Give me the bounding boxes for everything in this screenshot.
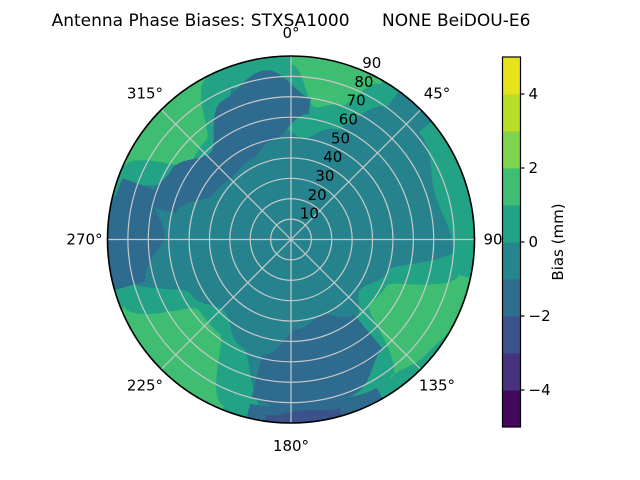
colorbar-band-9 — [502, 57, 521, 95]
colorbar-band-5 — [502, 205, 521, 243]
grid-spoke-315 — [160, 109, 292, 240]
angular-tick-180: 180° — [273, 437, 309, 455]
radial-tick-60: 60 — [339, 111, 358, 129]
contour-region-southeast-green — [368, 275, 473, 379]
contour-region-west-rim-dark — [107, 178, 165, 291]
grid-spoke-135 — [290, 239, 422, 370]
angular-tick-0: 0° — [282, 24, 299, 42]
radial-tick-70: 70 — [347, 92, 366, 110]
grid-spoke-225 — [160, 239, 292, 370]
radial-tick-90: 90 — [362, 54, 381, 72]
contour-region-east-rim-tealgreen — [419, 120, 475, 259]
polar-outline — [106, 55, 476, 424]
angular-tick-labels: 0° 45° 90 135° 180° 225° 270° 315° — [66, 24, 502, 455]
colorbar-tick-label--4: −4 — [529, 381, 551, 399]
angular-tick-270: 270° — [66, 231, 102, 249]
contour-region-south-dark-lobe — [251, 314, 383, 415]
chart-title: Antenna Phase Biases: STXSA1000 NONE Bei… — [52, 11, 531, 31]
angular-tick-135: 135° — [419, 377, 455, 395]
colorbar-band-4 — [502, 242, 521, 280]
polar-grid — [107, 56, 475, 423]
colorbar-band-2 — [502, 316, 521, 354]
colorbar: 4 2 0 −2 −4 — [501, 56, 551, 428]
colorbar-tick-label-2: 2 — [529, 159, 539, 177]
colorbar-band-0 — [502, 390, 521, 428]
colorbar-axis-label: Bias (mm) — [549, 203, 567, 280]
colorbar-band-6 — [502, 168, 521, 206]
colorbar-tick-label-0: 0 — [529, 233, 539, 251]
radial-tick-40: 40 — [323, 148, 342, 166]
angular-tick-45: 45° — [424, 85, 451, 103]
radial-tick-10: 10 — [300, 205, 319, 223]
contour-region-top-green — [291, 56, 384, 108]
colorbar-tick-label-4: 4 — [529, 85, 539, 103]
radial-tick-20: 20 — [308, 186, 327, 204]
colorbar-band-1 — [502, 353, 521, 391]
radial-tick-30: 30 — [315, 167, 334, 185]
colorbar-band-8 — [502, 94, 521, 132]
grid-spoke-45 — [290, 109, 422, 240]
colorbar-tick-label--2: −2 — [529, 307, 551, 325]
angular-tick-90: 90 — [483, 231, 502, 249]
angular-tick-315: 315° — [127, 85, 163, 103]
radial-tick-50: 50 — [331, 129, 350, 147]
radial-tick-80: 80 — [354, 73, 373, 91]
angular-tick-225: 225° — [127, 377, 163, 395]
colorbar-band-3 — [502, 279, 521, 317]
colorbar-band-7 — [502, 131, 521, 169]
